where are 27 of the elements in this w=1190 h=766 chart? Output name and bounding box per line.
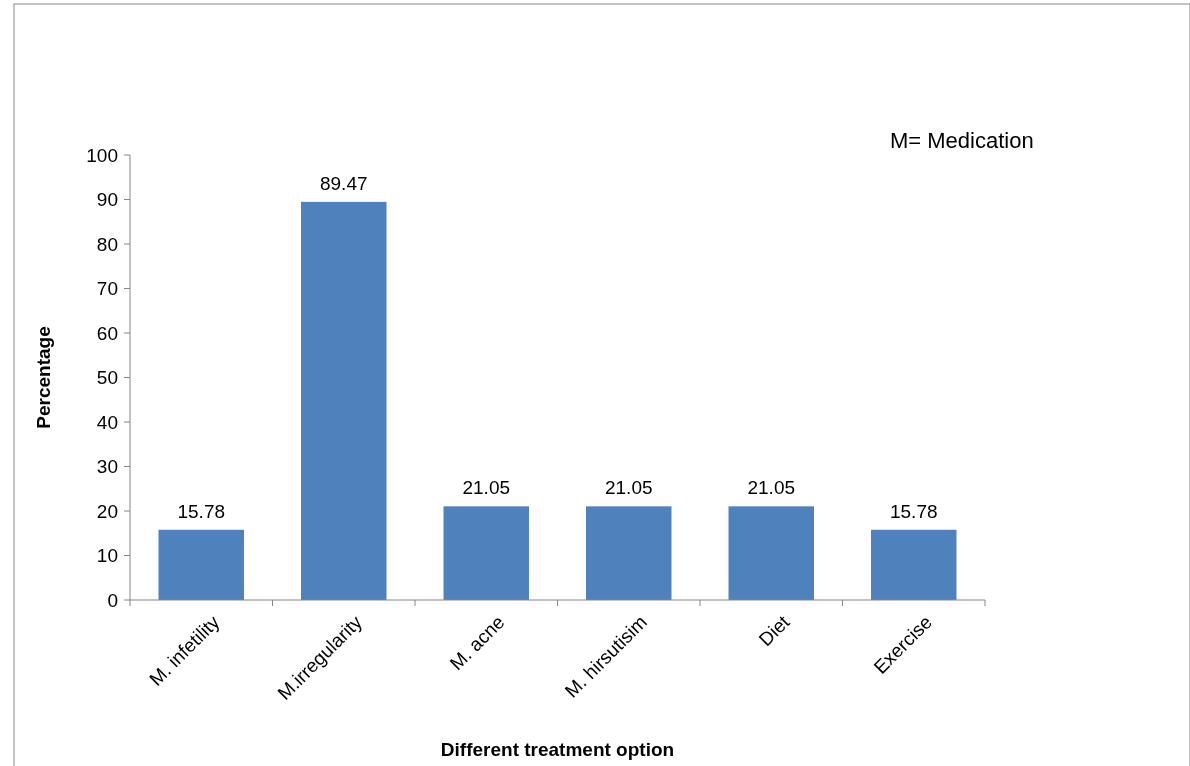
- y-tick-label: 50: [96, 367, 118, 389]
- bar: [158, 529, 244, 600]
- x-tick-label: Diet: [754, 610, 794, 651]
- bar: [301, 201, 387, 600]
- y-tick-label: 60: [96, 322, 118, 344]
- y-tick-label: 80: [96, 233, 118, 255]
- text: M= Medication: [890, 128, 1034, 153]
- data-label: 21.05: [747, 477, 796, 499]
- y-tick-label: 0: [107, 589, 118, 611]
- y-axis-title: Percentage: [33, 326, 54, 429]
- data-label: 89.47: [319, 172, 368, 194]
- data-label: 21.05: [604, 477, 653, 499]
- bar: [586, 506, 672, 600]
- data-label: 15.78: [889, 500, 938, 522]
- y-tick-label: 90: [96, 189, 118, 211]
- y-tick-label: 100: [86, 144, 118, 166]
- y-tick-label: 30: [96, 456, 118, 478]
- y-tick-label: 10: [96, 545, 118, 567]
- y-tick-label: 20: [96, 500, 118, 522]
- bar: [871, 529, 957, 600]
- y-tick-label: 40: [96, 411, 118, 433]
- y-tick-label: 70: [96, 278, 118, 300]
- x-axis-title: Different treatment option: [440, 739, 675, 760]
- bar: [443, 506, 529, 600]
- data-label: 21.05: [462, 477, 511, 499]
- bar: [728, 506, 814, 600]
- data-label: 15.78: [177, 500, 226, 522]
